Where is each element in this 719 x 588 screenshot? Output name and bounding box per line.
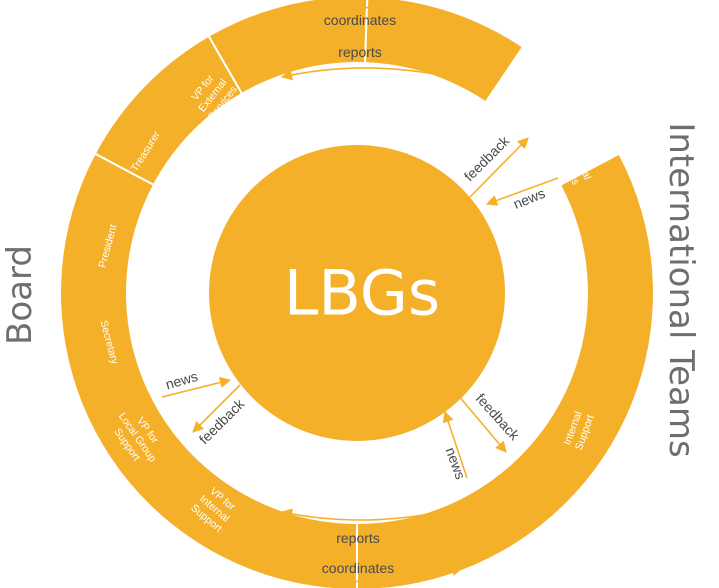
arrow-bottom-reports — [280, 508, 441, 521]
label-ur-news: news — [511, 185, 547, 212]
arrow-top-coordinates — [261, 6, 464, 25]
arrow-lr-news — [442, 410, 468, 479]
group-label-board: Board — [0, 245, 40, 345]
arrow-ll-news — [161, 377, 232, 398]
segment-vp-internal-support — [363, 0, 525, 104]
arrow-ur-feedback — [469, 137, 529, 198]
center-circle — [209, 145, 505, 441]
label-bottom-reports: reports — [336, 530, 380, 546]
center-label: LBGs — [284, 257, 440, 330]
arrow-ur-news — [485, 177, 559, 206]
label-bottom-coordinates: coordinates — [322, 560, 394, 576]
label-top-coordinates: coordinates — [324, 12, 396, 28]
segment-internal-support — [59, 152, 358, 588]
label-top-reports: reports — [338, 44, 382, 60]
arrow-ll-feedback — [192, 384, 241, 433]
label-lr-feedback: feedback — [473, 390, 524, 444]
arrow-top-reports — [280, 67, 441, 81]
arrow-bottom-coordinates — [261, 565, 464, 583]
label-ur-feedback: feedback — [461, 132, 513, 184]
group-label-international-teams: International Teams — [661, 122, 701, 457]
label-lr-news: news — [443, 445, 469, 481]
arrow-lr-feedback — [457, 394, 507, 453]
